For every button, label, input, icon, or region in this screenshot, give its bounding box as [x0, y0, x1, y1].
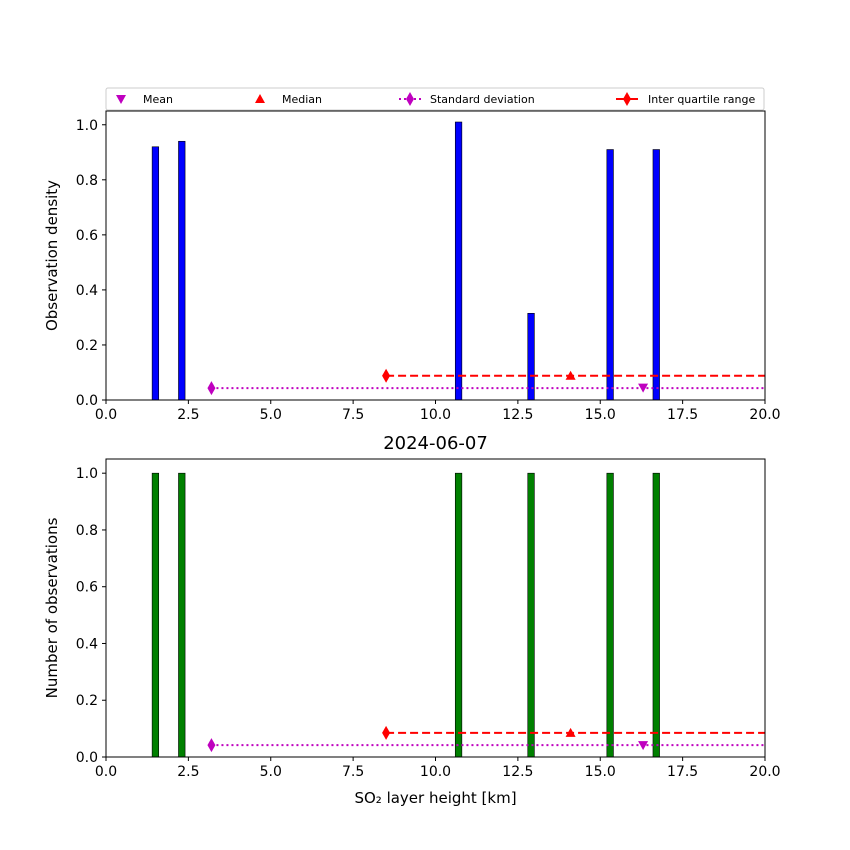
x-axis-ticks: 0.0 2.5 5.0 7.5 10.0 12.5 15.0 17.5 20.0 [95, 757, 781, 780]
y-tick-label: 1.0 [76, 466, 98, 482]
legend-label-mean: Mean [143, 93, 173, 106]
y-tick-label: 0.2 [76, 693, 98, 709]
y-axis-ticks: 0.0 0.2 0.4 0.6 0.8 1.0 [76, 466, 106, 766]
bar [178, 472, 186, 758]
x-axis-label: SO₂ layer height [km] [354, 789, 516, 807]
x-axis-ticks: 0.0 2.5 5.0 7.5 10.0 12.5 15.0 17.5 20.0 [95, 400, 781, 423]
bar [652, 149, 660, 401]
iqr-marker-icon [623, 92, 631, 106]
legend-entry-std: Standard deviation [399, 92, 535, 106]
iqr-marker [382, 368, 391, 383]
legend-frame [105, 87, 765, 111]
x-tick-label: 15.0 [585, 764, 616, 780]
y-axis-label: Number of observations [43, 517, 61, 698]
x-tick-label: 12.5 [502, 407, 533, 423]
y-tick-label: 0.4 [76, 283, 98, 299]
x-tick-label: 17.5 [667, 764, 698, 780]
y-tick-label: 0.6 [76, 580, 98, 596]
std-marker-icon [406, 92, 414, 106]
legend-entry-iqr: Inter quartile range [616, 92, 755, 106]
x-tick-label: 20.0 [749, 764, 780, 780]
y-tick-label: 0.6 [76, 228, 98, 244]
x-tick-label: 2.5 [177, 764, 199, 780]
y-tick-label: 0.8 [76, 523, 98, 539]
x-tick-label: 12.5 [502, 764, 533, 780]
bar [178, 140, 186, 401]
median-marker-icon [255, 94, 265, 103]
iqr-marker [382, 725, 391, 740]
x-tick-label: 7.5 [342, 764, 364, 780]
x-tick-label: 17.5 [667, 407, 698, 423]
x-tick-label: 0.0 [95, 764, 117, 780]
stat-markers [207, 725, 765, 753]
mean-marker [638, 383, 649, 393]
y-tick-label: 0.0 [76, 750, 98, 766]
bar [151, 146, 160, 401]
legend-entry-median: Median [255, 93, 322, 106]
legend-label-std: Standard deviation [430, 93, 535, 106]
x-tick-label: 7.5 [342, 407, 364, 423]
std-marker [207, 381, 216, 396]
x-tick-label: 0.0 [95, 407, 117, 423]
stat-markers [207, 368, 765, 396]
legend-label-median: Median [282, 93, 322, 106]
y-axis-ticks: 0.0 0.2 0.4 0.6 0.8 1.0 [76, 118, 106, 409]
bar [606, 472, 614, 758]
y-tick-label: 0.2 [76, 338, 98, 354]
x-tick-label: 10.0 [420, 764, 451, 780]
x-tick-label: 20.0 [749, 407, 780, 423]
chart-observation-density: 0.0 2.5 5.0 7.5 10.0 12.5 15.0 17.5 20.0 0.00.20… [43, 110, 781, 423]
x-tick-label: 5.0 [260, 407, 282, 423]
bar [527, 472, 535, 758]
y-axis-label: Observation density [43, 180, 61, 331]
std-marker [207, 738, 216, 753]
bar [652, 472, 660, 758]
legend-label-iqr: Inter quartile range [648, 93, 755, 106]
legend: Mean Median Standard deviation Inter qua… [105, 87, 765, 111]
x-tick-label: 10.0 [420, 407, 451, 423]
y-tick-label: 0.0 [76, 393, 98, 409]
bar [151, 472, 160, 758]
y-tick-label: 1.0 [76, 118, 98, 134]
y-tick-label: 0.8 [76, 173, 98, 189]
chart-title: 2024-06-07 [383, 433, 488, 454]
bar [454, 472, 463, 758]
median-marker [565, 370, 576, 380]
x-tick-label: 15.0 [585, 407, 616, 423]
bar [606, 149, 614, 401]
y-tick-label: 0.4 [76, 636, 98, 652]
bar [527, 312, 535, 401]
mean-marker-icon [116, 95, 126, 104]
x-tick-label: 5.0 [260, 764, 282, 780]
chart-number-of-observations: 2024-06-07 0.0 2.5 5.0 7.5 10.0 12.5 15.0 17.5 2… [43, 433, 781, 807]
legend-entry-mean: Mean [116, 93, 173, 106]
mean-marker [638, 741, 649, 751]
median-marker [565, 727, 576, 737]
bar [454, 121, 463, 401]
x-tick-label: 2.5 [177, 407, 199, 423]
